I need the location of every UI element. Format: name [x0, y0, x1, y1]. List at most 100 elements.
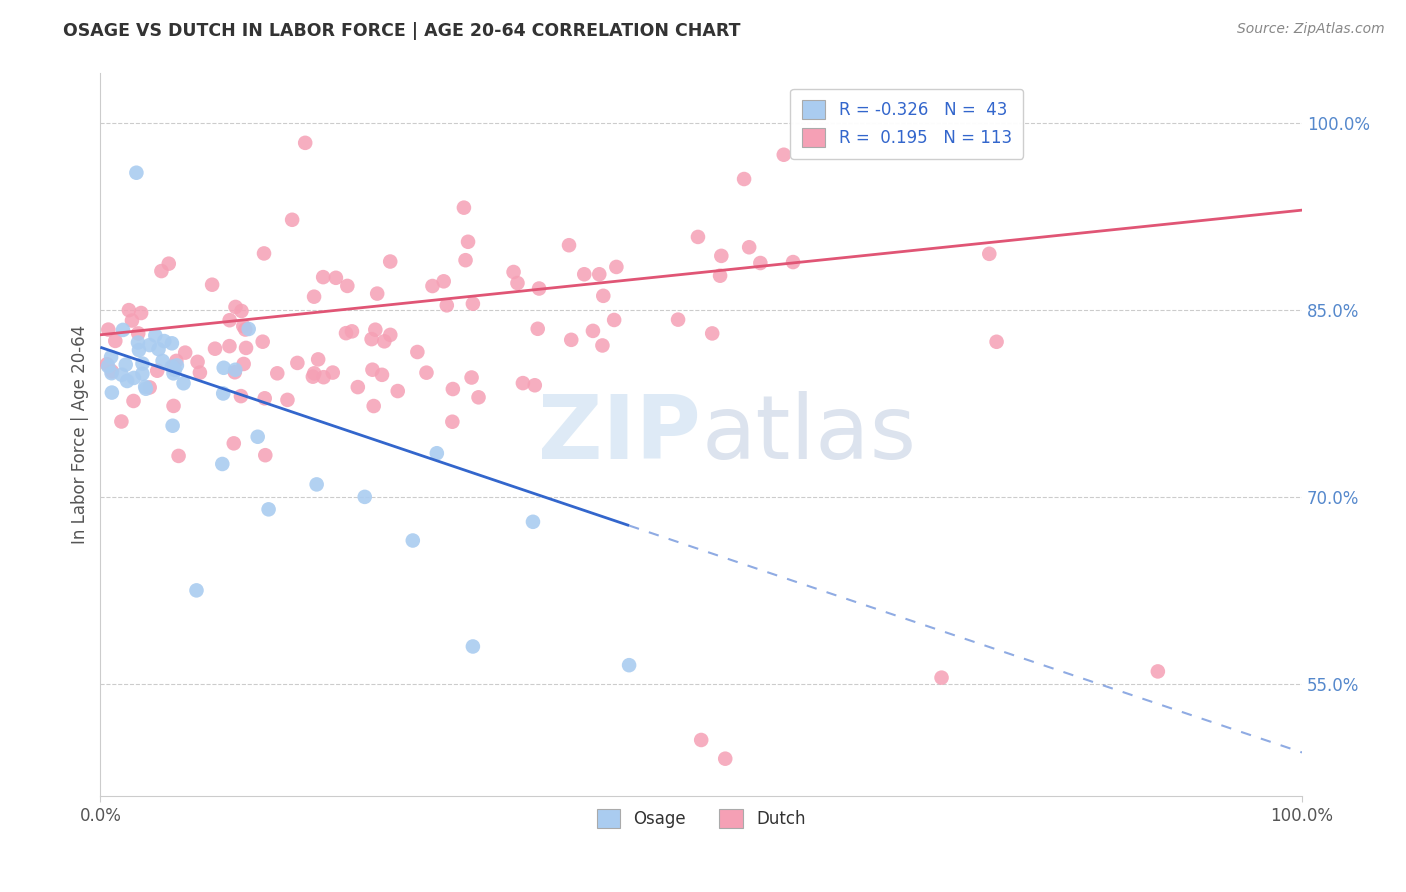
Point: [229, 389, 252, 403]
Point: [201, 277, 224, 292]
Point: [252, 334, 274, 349]
Point: [174, 345, 197, 359]
Point: [157, 257, 180, 271]
Point: [360, 332, 382, 346]
Point: [782, 255, 804, 269]
Point: [186, 583, 208, 598]
Point: [212, 360, 235, 375]
Point: [160, 336, 183, 351]
Point: [702, 326, 724, 341]
Point: [380, 327, 402, 342]
Point: [118, 303, 141, 318]
Point: [373, 334, 395, 349]
Point: [96, 357, 118, 371]
Point: [335, 326, 357, 340]
Point: [162, 399, 184, 413]
Point: [131, 357, 153, 371]
Point: [162, 367, 184, 381]
Point: [135, 382, 157, 396]
Point: [218, 339, 240, 353]
Point: [138, 380, 160, 394]
Point: [710, 249, 733, 263]
Point: [101, 385, 124, 400]
Point: [709, 268, 731, 283]
Point: [134, 380, 156, 394]
Point: [380, 254, 402, 268]
Point: [467, 390, 489, 404]
Point: [312, 370, 335, 384]
Point: [605, 260, 627, 274]
Point: [690, 733, 713, 747]
Point: [294, 136, 316, 150]
Point: [111, 368, 134, 382]
Point: [415, 366, 437, 380]
Point: [125, 166, 148, 180]
Point: [138, 338, 160, 352]
Point: [406, 345, 429, 359]
Point: [128, 343, 150, 357]
Point: [150, 264, 173, 278]
Point: [526, 322, 548, 336]
Point: [363, 399, 385, 413]
Text: Source: ZipAtlas.com: Source: ZipAtlas.com: [1237, 22, 1385, 37]
Point: [617, 658, 640, 673]
Point: [749, 256, 772, 270]
Point: [143, 328, 166, 343]
Point: [101, 364, 124, 378]
Point: [307, 352, 329, 367]
Text: ZIP: ZIP: [538, 391, 702, 478]
Point: [287, 356, 309, 370]
Point: [281, 212, 304, 227]
Point: [127, 335, 149, 350]
Point: [97, 359, 120, 373]
Point: [402, 533, 425, 548]
Point: [387, 384, 409, 398]
Point: [325, 270, 347, 285]
Point: [129, 306, 152, 320]
Point: [772, 147, 794, 161]
Point: [253, 246, 276, 260]
Point: [167, 449, 190, 463]
Point: [603, 313, 626, 327]
Point: [522, 515, 544, 529]
Point: [574, 267, 596, 281]
Point: [115, 374, 138, 388]
Point: [305, 477, 328, 491]
Point: [422, 279, 444, 293]
Point: [148, 342, 170, 356]
Point: [931, 671, 953, 685]
Point: [266, 367, 288, 381]
Point: [322, 366, 344, 380]
Point: [233, 322, 256, 336]
Point: [110, 415, 132, 429]
Point: [733, 172, 755, 186]
Point: [153, 334, 176, 348]
Y-axis label: In Labor Force | Age 20-64: In Labor Force | Age 20-64: [72, 325, 89, 544]
Point: [312, 270, 335, 285]
Point: [225, 300, 247, 314]
Point: [353, 490, 375, 504]
Point: [591, 338, 613, 352]
Point: [122, 394, 145, 409]
Point: [222, 436, 245, 450]
Point: [111, 323, 134, 337]
Point: [558, 238, 581, 252]
Point: [453, 201, 475, 215]
Point: [588, 267, 610, 281]
Point: [253, 392, 276, 406]
Legend: Osage, Dutch: Osage, Dutch: [591, 802, 813, 835]
Point: [238, 322, 260, 336]
Point: [160, 359, 183, 374]
Point: [100, 366, 122, 380]
Point: [454, 253, 477, 268]
Point: [224, 365, 246, 379]
Point: [188, 366, 211, 380]
Point: [276, 392, 298, 407]
Point: [232, 357, 254, 371]
Point: [441, 382, 464, 396]
Point: [460, 370, 482, 384]
Point: [506, 276, 529, 290]
Point: [527, 281, 550, 295]
Point: [302, 369, 325, 384]
Point: [231, 304, 253, 318]
